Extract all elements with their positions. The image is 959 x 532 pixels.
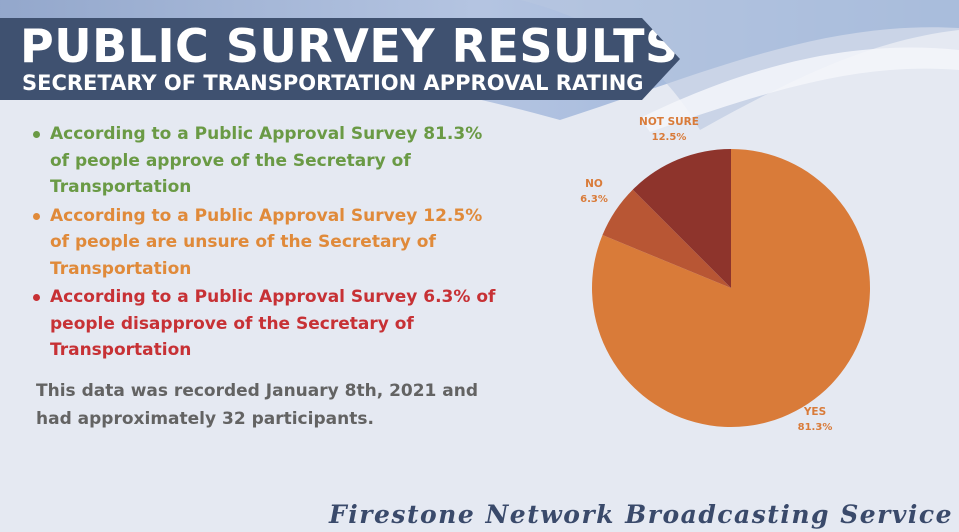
finding-text: According to a Public Approval Survey 12… — [50, 205, 483, 279]
findings-list: According to a Public Approval Survey 81… — [30, 121, 500, 366]
finding-item: According to a Public Approval Survey 6.… — [30, 284, 500, 364]
page-subtitle: SECRETARY OF TRANSPORTATION APPROVAL RAT… — [22, 71, 644, 95]
finding-item: According to a Public Approval Survey 12… — [30, 203, 500, 283]
pie-slice-no — [602, 189, 731, 288]
approval-pie-chart: YES 81.3% NO 6.3% NOT SURE 12.5% — [580, 116, 871, 433]
slice-value-yes: 81.3% — [798, 422, 833, 433]
pie-slice-yes — [592, 149, 871, 427]
bullet-dot-icon — [33, 131, 40, 138]
finding-item: According to a Public Approval Survey 81… — [30, 121, 500, 201]
slice-value-not-sure: 12.5% — [652, 132, 687, 143]
bullet-dot-icon — [33, 294, 40, 301]
slice-value-no: 6.3% — [580, 194, 608, 205]
slice-label-no: NO — [585, 178, 603, 190]
finding-text: According to a Public Approval Survey 81… — [50, 124, 483, 197]
footer-brand: Firestone Network Broadcasting Service — [329, 500, 953, 529]
page-title: PUBLIC SURVEY RESULTS — [20, 19, 679, 73]
survey-note: This data was recorded January 8th, 2021… — [36, 381, 479, 429]
finding-text: According to a Public Approval Survey 6.… — [50, 287, 496, 360]
slice-label-yes: YES — [803, 406, 826, 418]
slice-label-not-sure: NOT SURE — [639, 116, 699, 128]
title-banner: PUBLIC SURVEY RESULTS SECRETARY OF TRANS… — [0, 18, 680, 100]
pie-slice-not-sure — [632, 149, 731, 288]
bullet-dot-icon — [33, 212, 40, 220]
